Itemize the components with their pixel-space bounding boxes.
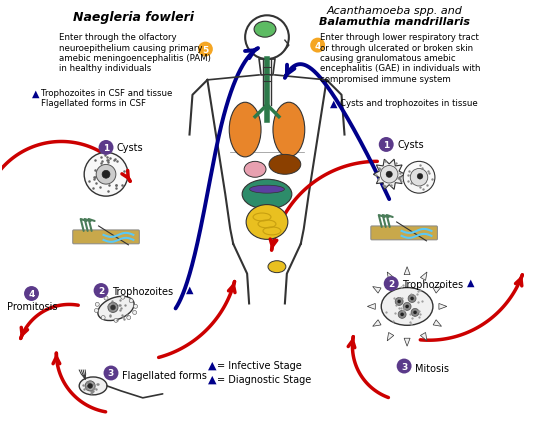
Circle shape <box>110 305 116 310</box>
Ellipse shape <box>98 296 134 321</box>
Polygon shape <box>404 267 410 275</box>
Circle shape <box>408 295 416 303</box>
Circle shape <box>397 359 411 374</box>
Circle shape <box>400 313 404 316</box>
Polygon shape <box>387 273 394 281</box>
Text: Cysts and trophozoites in tissue: Cysts and trophozoites in tissue <box>340 99 477 108</box>
Circle shape <box>94 309 99 313</box>
Circle shape <box>403 303 411 311</box>
Circle shape <box>198 43 213 57</box>
Circle shape <box>411 309 419 317</box>
Circle shape <box>398 311 406 319</box>
Text: Enter through lower respiratory tract
or through ulcerated or broken skin
causin: Enter through lower respiratory tract or… <box>320 33 480 84</box>
Circle shape <box>99 141 114 155</box>
Circle shape <box>386 172 392 178</box>
Circle shape <box>134 305 138 309</box>
Ellipse shape <box>79 377 107 395</box>
Text: Trophozoites: Trophozoites <box>402 279 463 289</box>
Text: ▲: ▲ <box>329 99 337 108</box>
Circle shape <box>102 171 110 179</box>
Circle shape <box>94 283 109 298</box>
Polygon shape <box>439 304 447 310</box>
Circle shape <box>24 286 39 301</box>
Circle shape <box>127 316 131 320</box>
Circle shape <box>410 169 428 187</box>
Circle shape <box>413 311 417 315</box>
Circle shape <box>108 303 118 312</box>
Text: Enter through the olfactory
neuroepithelium causing primary
amebic meningoenceph: Enter through the olfactory neuroepithel… <box>59 33 211 73</box>
Circle shape <box>417 174 423 180</box>
Circle shape <box>95 302 99 306</box>
Ellipse shape <box>249 186 285 194</box>
Polygon shape <box>373 160 405 190</box>
Polygon shape <box>421 273 427 281</box>
Text: 3: 3 <box>108 368 114 378</box>
Circle shape <box>101 316 105 320</box>
Circle shape <box>310 39 325 53</box>
Circle shape <box>405 305 409 309</box>
Text: 4: 4 <box>314 42 321 50</box>
Circle shape <box>121 296 125 299</box>
Circle shape <box>96 165 116 185</box>
Circle shape <box>379 138 394 153</box>
FancyBboxPatch shape <box>371 227 438 240</box>
Polygon shape <box>367 304 375 310</box>
Text: ▲: ▲ <box>185 284 193 294</box>
Polygon shape <box>404 339 410 346</box>
Text: Cysts: Cysts <box>397 140 424 150</box>
Polygon shape <box>433 287 441 293</box>
Ellipse shape <box>273 103 305 158</box>
Text: Trophozoites: Trophozoites <box>112 286 173 296</box>
Text: Balamuthia mandrillaris: Balamuthia mandrillaris <box>319 17 470 27</box>
Text: Promitosis: Promitosis <box>7 302 57 312</box>
Text: Cysts: Cysts <box>117 143 143 153</box>
Text: 1: 1 <box>383 141 389 150</box>
Text: Flagellated forms: Flagellated forms <box>122 370 207 380</box>
Polygon shape <box>433 320 441 326</box>
Text: Trophozoites in CSF and tissue
Flagellated forms in CSF: Trophozoites in CSF and tissue Flagellat… <box>42 89 173 108</box>
Text: 1: 1 <box>103 144 109 153</box>
Ellipse shape <box>244 162 266 178</box>
Circle shape <box>395 298 403 306</box>
Circle shape <box>114 319 118 322</box>
Circle shape <box>384 276 399 291</box>
Ellipse shape <box>246 205 288 240</box>
FancyBboxPatch shape <box>72 230 139 244</box>
Circle shape <box>87 384 93 388</box>
Text: 5: 5 <box>202 46 208 54</box>
Text: 3: 3 <box>401 362 407 371</box>
Ellipse shape <box>242 180 292 210</box>
Polygon shape <box>373 287 381 293</box>
Text: ▲: ▲ <box>467 277 474 287</box>
Text: 4: 4 <box>28 289 35 298</box>
Ellipse shape <box>268 261 286 273</box>
Text: ▲: ▲ <box>208 374 217 384</box>
Text: 2: 2 <box>388 279 394 289</box>
Circle shape <box>133 311 136 315</box>
Text: Acanthamoeba spp. and: Acanthamoeba spp. and <box>326 7 462 16</box>
Text: = Infective Stage: = Infective Stage <box>217 360 302 370</box>
Polygon shape <box>373 320 381 326</box>
Circle shape <box>129 299 133 303</box>
Circle shape <box>398 300 401 303</box>
Text: Naegleria fowleri: Naegleria fowleri <box>74 11 195 24</box>
Ellipse shape <box>381 288 433 326</box>
Circle shape <box>410 297 414 301</box>
Circle shape <box>103 366 118 381</box>
Text: = Diagnostic Stage: = Diagnostic Stage <box>217 374 312 384</box>
Circle shape <box>85 381 95 391</box>
Polygon shape <box>387 333 394 341</box>
Circle shape <box>104 296 108 300</box>
Text: ▲: ▲ <box>208 360 217 370</box>
Text: Mitosis: Mitosis <box>415 363 449 373</box>
Text: 2: 2 <box>98 286 104 296</box>
Text: ▲: ▲ <box>31 89 39 99</box>
Circle shape <box>403 162 435 194</box>
Circle shape <box>84 153 128 197</box>
Polygon shape <box>421 333 427 341</box>
Circle shape <box>381 166 398 184</box>
Ellipse shape <box>269 155 301 175</box>
Ellipse shape <box>229 103 261 158</box>
Ellipse shape <box>254 22 276 38</box>
